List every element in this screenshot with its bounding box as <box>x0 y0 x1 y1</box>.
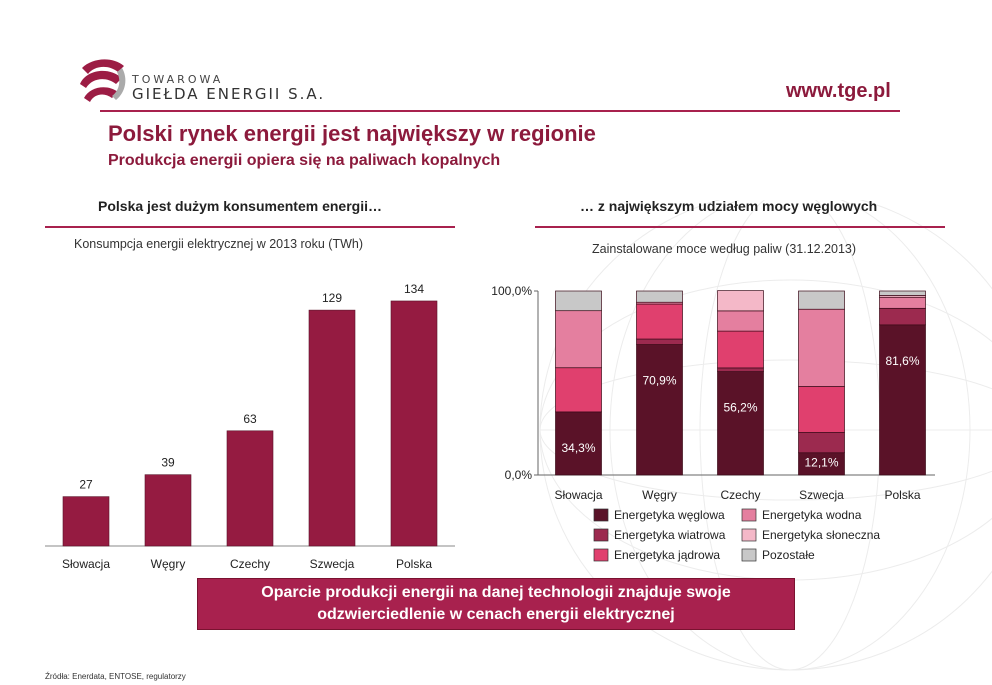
category-label: Węgry <box>151 557 186 571</box>
segment-2-bar-5 <box>879 307 926 326</box>
y-tick-label: 0,0% <box>505 468 533 482</box>
legend-swatch <box>593 548 609 562</box>
segment-6-bar-5 <box>879 290 926 296</box>
right-section-rule <box>535 226 945 228</box>
legend-label: Energetyka wiatrowa <box>614 528 726 542</box>
legend-label: Energetyka słoneczna <box>762 528 880 542</box>
right-chart-title: Zainstalowane moce według paliw (31.12.2… <box>592 242 857 256</box>
segment-1-bar-1 <box>555 411 602 476</box>
sources-footer: Źródła: Enerdata, ENTOSE, regulatorzy <box>45 672 186 681</box>
bar-4 <box>308 309 356 547</box>
legend-swatch <box>741 528 757 542</box>
segment-1-bar-3 <box>717 371 764 476</box>
segment-1-bar-2 <box>636 344 683 476</box>
consumption-bar-chart: 27 Słowacja 39 Węgry 63 Czechy 129 Szwecja 134 Po… <box>45 282 455 571</box>
bar-value-label: 27 <box>79 478 93 492</box>
legend-swatch <box>741 508 757 522</box>
segment-3-bar-4 <box>798 386 845 433</box>
bar-3 <box>226 430 274 547</box>
segment-4-bar-1 <box>555 310 602 369</box>
segment-1-bar-5 <box>879 324 926 476</box>
category-label: Węgry <box>642 488 677 502</box>
category-label: Słowacja <box>554 488 602 502</box>
bar-value-label: 63 <box>243 412 257 426</box>
coal-share-label: 34,3% <box>561 441 595 455</box>
segment-4-bar-3 <box>717 310 764 332</box>
banner-line-1: Oparcie produkcji energii na danej techn… <box>261 584 731 601</box>
segment-2-bar-2 <box>636 338 683 345</box>
y-tick-label: 100,0% <box>491 284 532 298</box>
segment-2-bar-4 <box>798 432 845 454</box>
legend-label: Energetyka jądrowa <box>614 548 720 562</box>
legend-label: Energetyka węglowa <box>614 508 725 522</box>
coal-share-label: 70,9% <box>642 374 676 388</box>
category-label: Czechy <box>720 488 760 502</box>
segment-6-bar-4 <box>798 290 845 310</box>
left-chart-title: Konsumpcja energii elektrycznej w 2013 r… <box>74 237 364 251</box>
bar-5 <box>390 300 438 547</box>
coal-share-label: 12,1% <box>804 456 838 470</box>
segment-6-bar-2 <box>636 290 683 303</box>
bar-value-label: 134 <box>404 282 424 296</box>
page-subtitle: Produkcja energii opiera się na paliwach… <box>108 152 501 169</box>
segment-3-bar-3 <box>717 330 764 369</box>
category-label: Szwecja <box>799 488 844 502</box>
header-rule <box>100 110 900 112</box>
segment-2-bar-3 <box>717 367 764 372</box>
category-label: Szwecja <box>310 557 355 571</box>
segment-4-bar-4 <box>798 308 845 387</box>
bar-value-label: 39 <box>161 456 175 470</box>
legend-label: Energetyka wodna <box>762 508 862 522</box>
coal-share-label: 56,2% <box>723 401 757 415</box>
category-label: Czechy <box>230 557 270 571</box>
logo-text-line2: GIEŁDA ENERGII S.A. <box>132 85 326 103</box>
category-label: Słowacja <box>62 557 110 571</box>
left-section-title: Polska jest dużym konsumentem energii… <box>98 198 382 214</box>
capacity-stacked-bar-chart: 100,0% 0,0% 34,3% Słowacja 70,9% Węgry 56,2% Cz… <box>491 284 935 562</box>
segment-6-bar-1 <box>555 290 602 312</box>
category-label: Polska <box>396 557 432 571</box>
legend-label: Pozostałe <box>762 548 815 562</box>
conclusion-banner: Oparcie produkcji energii na danej techn… <box>197 578 795 630</box>
right-section-title: … z największym udziałem mocy węglowych <box>580 198 878 214</box>
logo-text-line1: TOWAROWA <box>132 73 224 86</box>
tge-logo-icon <box>80 59 126 102</box>
legend-swatch <box>593 508 609 522</box>
bar-2 <box>144 474 192 547</box>
coal-share-label: 81,6% <box>885 354 919 368</box>
website-link[interactable]: www.tge.pl <box>786 80 891 102</box>
segment-3-bar-1 <box>555 367 602 413</box>
legend-swatch <box>741 548 757 562</box>
page-title: Polski rynek energii jest największy w r… <box>108 121 596 146</box>
bar-1 <box>62 496 110 547</box>
banner-line-2: odzwierciedlenie w cenach energii elektr… <box>317 606 675 623</box>
category-label: Polska <box>884 488 920 502</box>
segment-4-bar-5 <box>879 296 926 309</box>
segment-3-bar-2 <box>636 303 683 340</box>
legend-swatch <box>593 528 609 542</box>
left-section-rule <box>45 226 455 228</box>
segment-5-bar-3 <box>717 290 764 312</box>
bar-value-label: 129 <box>322 291 342 305</box>
